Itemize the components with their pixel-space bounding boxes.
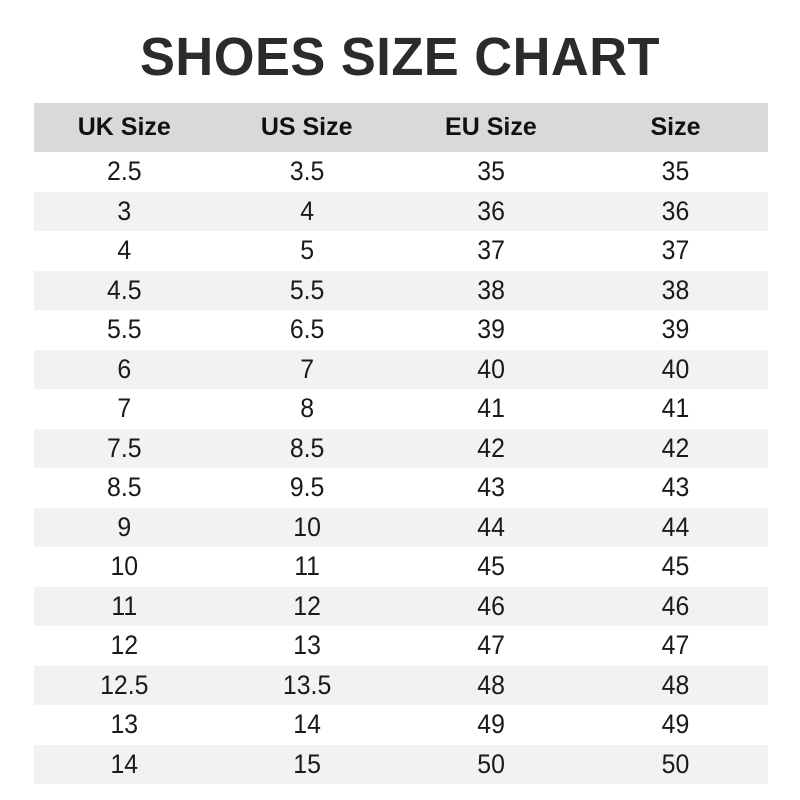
table-cell-eu: 50: [477, 748, 505, 779]
table-cell-uk: 4.5: [107, 274, 142, 305]
table-cell-size: 39: [661, 314, 690, 345]
page-title: SHOES SIZE CHART: [140, 27, 660, 87]
table-cell-size: 41: [661, 393, 690, 424]
table-cell-size: 43: [661, 472, 690, 503]
table-cell-size: 40: [661, 353, 690, 384]
table-row: 7 8 41 41: [34, 389, 768, 429]
table-cell-us: 11: [293, 551, 320, 582]
table-cell-eu: 49: [477, 709, 505, 740]
table-cell-eu: 35: [477, 156, 505, 187]
table-cell-uk: 2.5: [107, 156, 142, 187]
table-cell-uk: 5.5: [107, 314, 142, 345]
table-row: 9 10 44 44: [34, 507, 768, 547]
table-cell-uk: 12.5: [100, 669, 149, 700]
table-row: 13 14 49 49: [34, 705, 768, 745]
table-cell-us: 10: [292, 511, 321, 542]
table-row: 4.5 5.5 38 38: [34, 270, 768, 310]
shoe-size-table: UK Size US Size EU Size Size 2.5 3.5 35 35 3…: [34, 103, 768, 784]
column-header-uk-size: UK Size: [77, 113, 171, 141]
table-row: 12 13 47 47: [34, 626, 768, 666]
table-header: UK Size US Size EU Size Size: [34, 103, 768, 152]
table-cell-size: 42: [661, 432, 690, 463]
table-cell-us: 5: [299, 235, 314, 266]
table-cell-us: 7: [299, 353, 314, 384]
table-cell-uk: 13: [110, 709, 139, 740]
table-cell-us: 8.5: [289, 432, 324, 463]
table-cell-us: 14: [292, 709, 321, 740]
table-row: 10 11 45 45: [34, 547, 768, 587]
table-cell-uk: 4: [117, 235, 132, 266]
table-cell-us: 4: [299, 195, 314, 226]
table-cell-us: 8: [299, 393, 314, 424]
table-cell-eu: 38: [477, 274, 505, 305]
table-row: 5.5 6.5 39 39: [34, 310, 768, 350]
table-cell-size: 37: [661, 235, 690, 266]
table-cell-us: 3.5: [289, 156, 324, 187]
table-cell-uk: 7.5: [107, 432, 142, 463]
table-cell-size: 49: [661, 709, 690, 740]
table-row: 3 4 36 36: [34, 191, 768, 231]
table-cell-us: 9.5: [289, 472, 324, 503]
table-cell-uk: 11: [111, 590, 138, 621]
table-cell-eu: 37: [477, 235, 505, 266]
table-row: 7.5 8.5 42 42: [34, 428, 768, 468]
table-cell-size: 44: [661, 511, 690, 542]
table-cell-uk: 8.5: [107, 472, 142, 503]
table-cell-size: 48: [661, 669, 690, 700]
table-row: 8.5 9.5 43 43: [34, 468, 768, 508]
table-cell-eu: 36: [477, 195, 505, 226]
table-cell-uk: 3: [117, 195, 132, 226]
table-cell-us: 13: [292, 630, 321, 661]
table-cell-size: 50: [661, 748, 690, 779]
table-cell-uk: 10: [110, 551, 139, 582]
table-cell-us: 6.5: [289, 314, 324, 345]
table-row: 14 15 50 50: [34, 744, 768, 784]
table-body: 2.5 3.5 35 35 3 4 36 36 4 5 37 37 4.5 5.5 38 38 5.5 6.5 39…: [34, 152, 768, 784]
column-header-eu-size: EU Size: [445, 113, 537, 141]
table-row: 12.5 13.5 48 48: [34, 665, 768, 705]
table-cell-us: 5.5: [289, 274, 324, 305]
table-cell-uk: 7: [117, 393, 132, 424]
table-cell-size: 36: [661, 195, 690, 226]
table-cell-eu: 40: [477, 353, 505, 384]
table-cell-eu: 39: [477, 314, 505, 345]
table-row: 2.5 3.5 35 35: [34, 152, 768, 192]
table-cell-eu: 43: [477, 472, 505, 503]
table-cell-us: 12: [292, 590, 321, 621]
table-cell-size: 46: [661, 590, 690, 621]
table-header-row: UK Size US Size EU Size Size: [34, 103, 768, 152]
table-cell-size: 47: [661, 630, 690, 661]
table-cell-eu: 45: [477, 551, 505, 582]
table-cell-eu: 47: [477, 630, 505, 661]
table-cell-eu: 42: [477, 432, 505, 463]
table-cell-uk: 6: [117, 353, 132, 384]
table-row: 4 5 37 37: [34, 231, 768, 271]
column-header-us-size: US Size: [260, 113, 353, 141]
table-cell-eu: 44: [477, 511, 505, 542]
table-cell-size: 35: [661, 156, 690, 187]
table-row: 11 12 46 46: [34, 586, 768, 626]
table-cell-uk: 14: [110, 748, 139, 779]
table-cell-us: 15: [292, 748, 321, 779]
column-header-size: Size: [650, 113, 701, 141]
table-cell-uk: 9: [117, 511, 132, 542]
table-cell-size: 38: [661, 274, 690, 305]
table-cell-eu: 48: [477, 669, 505, 700]
table-cell-uk: 12: [110, 630, 139, 661]
table-cell-eu: 41: [477, 393, 505, 424]
table-cell-us: 13.5: [282, 669, 331, 700]
table-row: 6 7 40 40: [34, 349, 768, 389]
table-cell-eu: 46: [477, 590, 505, 621]
table-cell-size: 45: [661, 551, 690, 582]
